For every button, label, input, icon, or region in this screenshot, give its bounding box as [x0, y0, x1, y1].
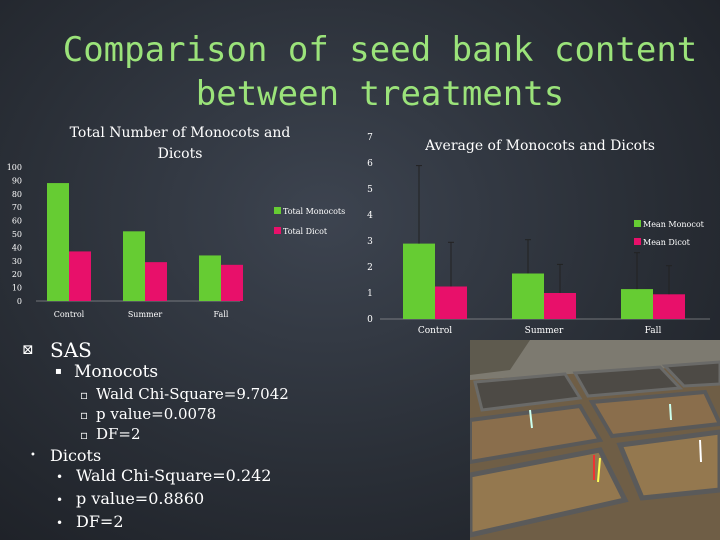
chart2-bar-mean-dicot-summer [544, 293, 576, 319]
chart2-title: Average of Monocots and Dicots [424, 138, 655, 154]
slide-title: Comparison of seed bank content between … [40, 28, 720, 116]
chart1-ytick-20: 20 [12, 270, 22, 279]
chart1-bar-total-dicot-summer [145, 262, 167, 301]
seed-tray-illustration [470, 340, 720, 540]
chart2-xtick-control: Control [418, 326, 452, 336]
chart1-ytick-40: 40 [12, 243, 22, 252]
chart2-ytick-5: 5 [367, 185, 373, 195]
chart2-bar-mean-monocot-control [403, 243, 435, 319]
mono-chi-marker: ▫ [80, 388, 89, 402]
dicots-heading: Dicots [50, 446, 102, 465]
chart1-bar-total-dicot-fall [221, 264, 243, 301]
chart1-xtick-summer: Summer [128, 310, 163, 319]
monocots-heading: Monocots [74, 362, 159, 382]
chart1-ytick-90: 90 [12, 176, 22, 185]
chart2-xtick-summer: Summer [525, 326, 564, 336]
mono-df-text: DF=2 [96, 425, 141, 443]
dicots-bullet-marker: • [30, 450, 36, 461]
stats-bullets: ⊠ SAS ▪ Monocots ▫ Wald Chi-Square=9.704… [0, 0, 470, 540]
chart1-ytick-50: 50 [12, 230, 22, 239]
chart1-ytick-60: 60 [12, 217, 22, 226]
chart1-bar-total-monocots-control [47, 183, 69, 301]
chart1-legend-swatch-total-monocots [274, 207, 281, 214]
chart1-title-line2: Dicots [158, 146, 203, 162]
chart1-bar-total-dicot-control [69, 251, 91, 301]
chart1-legend-total-dicot: Total Dicot [283, 227, 328, 236]
chart1-ytick-100: 100 [7, 163, 22, 172]
chart2-bar-mean-monocot-fall [621, 289, 653, 319]
chart1-xtick-control: Control [54, 310, 85, 319]
chart1-legend-total-monocots: Total Monocots [283, 207, 345, 216]
dicot-p-text: p value=0.8860 [76, 489, 205, 508]
chart2-xtick-fall: Fall [645, 326, 662, 336]
chart2-ytick-3: 3 [367, 237, 373, 247]
chart2-bar-mean-dicot-fall [653, 294, 685, 319]
dicot-chi-text: Wald Chi-Square=0.242 [76, 466, 272, 485]
sas-bullet-marker: ⊠ [22, 342, 34, 358]
chart2-legend-mean-monocot: Mean Monocot [643, 220, 705, 229]
dicot-df-marker: • [56, 516, 64, 530]
chart1-ytick-70: 70 [12, 203, 22, 212]
dicot-p-marker: • [56, 493, 64, 507]
seed-tray-photo [470, 340, 720, 540]
chart2-legend-swatch-mean-dicot [634, 238, 641, 245]
mono-chi-text: Wald Chi-Square=9.7042 [96, 385, 289, 403]
chart1-bar-total-monocots-summer [123, 231, 145, 301]
chart1-ytick-80: 80 [12, 190, 22, 199]
chart1-legend-swatch-total-dicot [274, 227, 281, 234]
chart2-ytick-2: 2 [367, 263, 373, 273]
slide-title-line1: Comparison of seed bank content [62, 30, 698, 70]
chart2-ytick-6: 6 [367, 159, 373, 169]
mono-p-text: p value=0.0078 [96, 405, 217, 423]
chart1-title-line1: Total Number of Monocots and [70, 125, 291, 141]
monocots-bullet-marker: ▪ [55, 366, 62, 377]
dicot-chi-marker: • [56, 470, 64, 484]
chart1-ytick-10: 10 [12, 284, 22, 293]
mono-p-marker: ▫ [80, 408, 89, 422]
chart2-bar-mean-dicot-control [435, 286, 467, 319]
chart2-ytick-4: 4 [367, 211, 373, 221]
chart2-ytick-7: 7 [367, 133, 373, 143]
dicot-df-text: DF=2 [76, 512, 124, 531]
chart2-bar-mean-monocot-summer [512, 273, 544, 319]
chart2-ytick-1: 1 [367, 289, 373, 299]
chart1-ytick-0: 0 [17, 297, 22, 306]
sas-heading: SAS [50, 338, 92, 362]
chart2-ytick-0: 0 [367, 315, 373, 325]
chart2-legend-swatch-mean-monocot [634, 220, 641, 227]
chart2-legend-mean-dicot: Mean Dicot [643, 238, 691, 247]
chart1-xtick-fall: Fall [214, 310, 229, 319]
chart1-ytick-30: 30 [12, 257, 22, 266]
mono-df-marker: ▫ [80, 428, 89, 442]
slide-title-line2: between treatments [195, 74, 565, 114]
chart1-bar-total-monocots-fall [199, 255, 221, 301]
